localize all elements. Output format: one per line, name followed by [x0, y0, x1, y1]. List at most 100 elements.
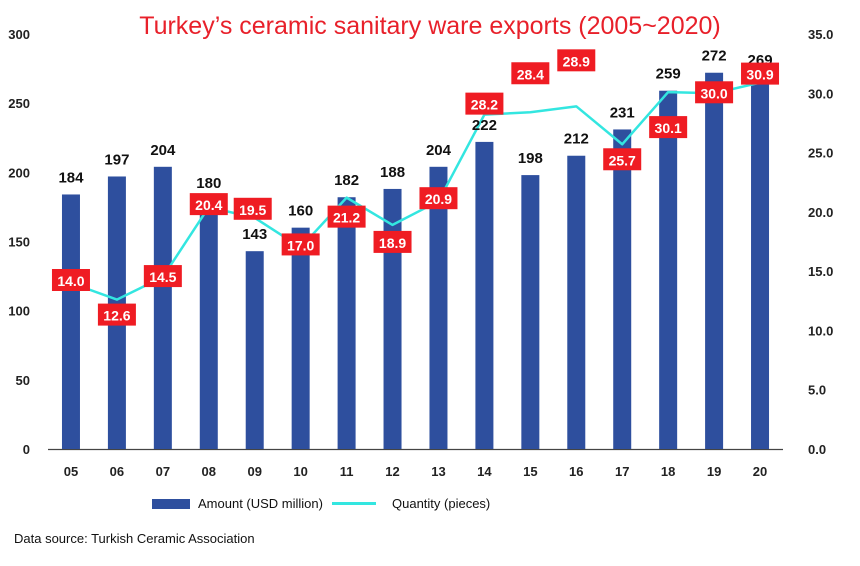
bar-value-label: 272 [702, 48, 727, 65]
x-tick-label: 06 [110, 464, 124, 479]
bar [291, 227, 310, 449]
bar-value-label: 212 [564, 131, 589, 148]
quantity-value-label: 28.9 [563, 53, 590, 69]
x-tick-label: 14 [477, 464, 492, 479]
quantity-value-label: 21.2 [333, 210, 360, 226]
data-source: Data source: Turkish Ceramic Association [14, 531, 255, 546]
x-tick-label: 12 [385, 464, 399, 479]
y-left-tick-label: 100 [8, 304, 30, 319]
y-right-tick-label: 25.0 [808, 146, 833, 161]
bar [429, 166, 448, 450]
quantity-label-box [327, 205, 366, 228]
legend-swatch-line [332, 502, 376, 505]
x-tick-label: 19 [707, 464, 721, 479]
legend: Amount (USD million) Quantity (pieces) [0, 496, 860, 520]
quantity-value-label: 30.0 [700, 85, 727, 101]
x-tick-label: 16 [569, 464, 583, 479]
bar-value-label: 204 [426, 142, 452, 159]
x-tick-label: 17 [615, 464, 629, 479]
quantity-value-label: 25.7 [609, 152, 636, 168]
y-right-tick-label: 35.0 [808, 27, 833, 42]
quantity-label-box [419, 187, 458, 210]
bar-value-label: 259 [656, 66, 681, 83]
y-right-tick-label: 5.0 [808, 383, 826, 398]
bar [521, 175, 540, 449]
bar [567, 155, 586, 449]
legend-item-quantity: Quantity (pieces) [332, 496, 490, 511]
bar-value-label: 182 [334, 172, 359, 189]
y-left-tick-label: 150 [8, 235, 30, 250]
y-left-tick-label: 0 [23, 442, 30, 457]
quantity-label-box [281, 233, 320, 256]
quantity-value-label: 18.9 [379, 235, 406, 251]
quantity-label-box [741, 62, 780, 85]
bar [245, 251, 264, 449]
bar-value-label: 231 [610, 104, 635, 121]
x-tick-label: 11 [340, 464, 354, 479]
legend-label-quantity: Quantity (pieces) [392, 496, 491, 511]
quantity-value-label: 20.4 [195, 197, 222, 213]
bar-value-label: 184 [58, 169, 84, 186]
quantity-value-label: 14.0 [57, 273, 84, 289]
y-right-tick-label: 15.0 [808, 264, 833, 279]
bar-value-label: 197 [104, 151, 129, 168]
bar [475, 141, 494, 449]
quantity-line [70, 81, 761, 301]
legend-label-amount: Amount (USD million) [198, 496, 323, 511]
quantity-value-label: 19.5 [239, 202, 266, 218]
y-right-tick-label: 0.0 [808, 442, 826, 457]
bar-value-label: 160 [288, 203, 313, 220]
bar-value-label: 188 [380, 164, 405, 181]
quantity-label-box [189, 193, 228, 216]
quantity-label-box [649, 116, 688, 139]
quantity-label-box [233, 197, 272, 220]
quantity-label-box [373, 230, 412, 253]
bar-value-label: 143 [242, 226, 267, 243]
y-left-tick-label: 200 [8, 165, 30, 180]
x-tick-label: 18 [661, 464, 675, 479]
y-right-tick-label: 30.0 [808, 86, 833, 101]
bar [659, 90, 678, 449]
legend-swatch-bar [152, 498, 190, 509]
quantity-value-label: 30.9 [746, 67, 773, 83]
quantity-value-label: 28.4 [517, 66, 544, 82]
y-left-tick-label: 50 [16, 373, 30, 388]
quantity-label-box [97, 303, 136, 326]
quantity-value-label: 30.1 [655, 120, 682, 136]
y-right-tick-label: 20.0 [808, 205, 833, 220]
bar [61, 194, 80, 449]
quantity-value-label: 12.6 [103, 308, 130, 324]
bar-value-label: 180 [196, 175, 221, 192]
y-right-tick-label: 10.0 [808, 323, 833, 338]
bar [337, 197, 356, 449]
x-tick-label: 10 [293, 464, 307, 479]
x-tick-label: 08 [202, 464, 216, 479]
quantity-value-label: 28.2 [471, 97, 498, 113]
x-tick-label: 20 [753, 464, 767, 479]
x-tick-label: 07 [156, 464, 170, 479]
quantity-label-box [51, 269, 90, 291]
quantity-value-label: 20.9 [425, 191, 452, 207]
bar [153, 166, 172, 450]
quantity-value-label: 17.0 [287, 237, 314, 253]
legend-item-amount: Amount (USD million) [152, 496, 323, 511]
bar [383, 188, 402, 449]
bar [705, 72, 724, 449]
y-left-tick-label: 300 [8, 27, 30, 42]
y-left-tick-label: 250 [8, 96, 30, 111]
x-tick-label: 15 [523, 464, 537, 479]
quantity-label-box [557, 49, 596, 72]
quantity-label-box [603, 148, 642, 171]
bar-value-label: 198 [518, 150, 543, 167]
quantity-label-box [465, 92, 504, 115]
bar-value-label: 222 [472, 117, 497, 134]
quantity-label-box [695, 81, 734, 104]
x-tick-label: 05 [64, 464, 78, 479]
bar [199, 200, 218, 449]
bar [751, 76, 770, 449]
bar [613, 129, 632, 449]
x-tick-label: 09 [247, 464, 261, 479]
chart-title: Turkey’s ceramic sanitary ware exports (… [139, 12, 721, 40]
